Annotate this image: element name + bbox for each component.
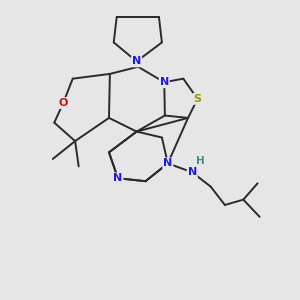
Text: N: N: [132, 56, 141, 66]
Text: N: N: [160, 77, 169, 87]
Text: N: N: [113, 173, 122, 183]
Text: N: N: [188, 167, 197, 177]
Text: O: O: [58, 98, 68, 108]
Text: H: H: [196, 156, 205, 166]
Text: S: S: [194, 94, 202, 104]
Text: N: N: [163, 158, 172, 168]
